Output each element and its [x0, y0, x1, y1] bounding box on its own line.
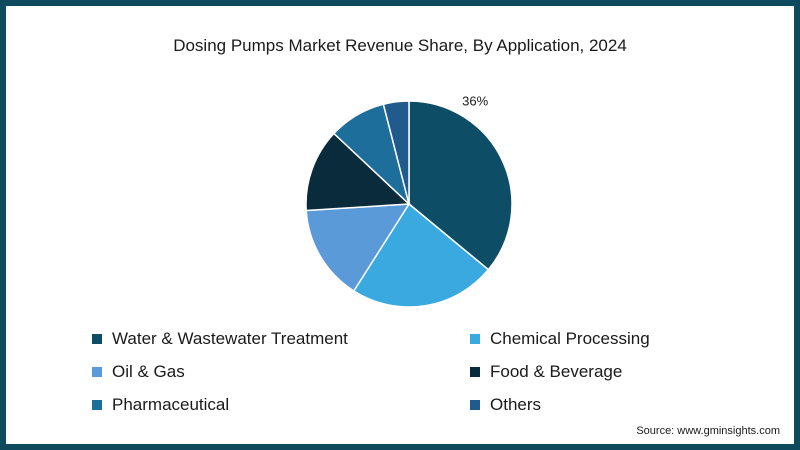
pie-data-label: 36%	[462, 93, 488, 108]
legend-swatch	[92, 367, 102, 377]
legend-label: Food & Beverage	[490, 362, 623, 381]
legend-swatch	[470, 334, 480, 344]
pie-slice-oil-gas	[305, 203, 411, 293]
pie-slice-food-beverage	[305, 132, 411, 212]
legend-item-pharmaceutical: Pharmaceutical	[92, 394, 229, 416]
legend-swatch	[92, 400, 102, 410]
pie-slice-others	[382, 100, 410, 205]
legend-swatch	[92, 334, 102, 344]
legend-label: Pharmaceutical	[112, 395, 230, 414]
source-note: Source: www.gminsights.com	[636, 425, 780, 437]
legend-swatch	[470, 400, 480, 410]
legend-label: Water & Wastewater Treatment	[112, 329, 348, 348]
legend-item-water-wastewater: Water & Wastewater Treatment	[92, 328, 348, 350]
legend-label: Chemical Processing	[490, 329, 650, 348]
legend-item-chemical-processing: Chemical Processing	[470, 328, 650, 350]
legend-item-others: Others	[470, 394, 541, 416]
legend-item-oil-gas: Oil & Gas	[92, 361, 185, 383]
pie-slice-water-wastewater-treatment	[408, 100, 513, 271]
legend-item-food-beverage: Food & Beverage	[470, 361, 622, 383]
legend-label: Others	[490, 395, 542, 414]
legend-swatch	[470, 367, 480, 377]
pie-slice-chemical-processing	[352, 202, 490, 308]
chart-title: Dosing Pumps Market Revenue Share, By Ap…	[173, 36, 627, 55]
legend-label: Oil & Gas	[112, 362, 185, 381]
